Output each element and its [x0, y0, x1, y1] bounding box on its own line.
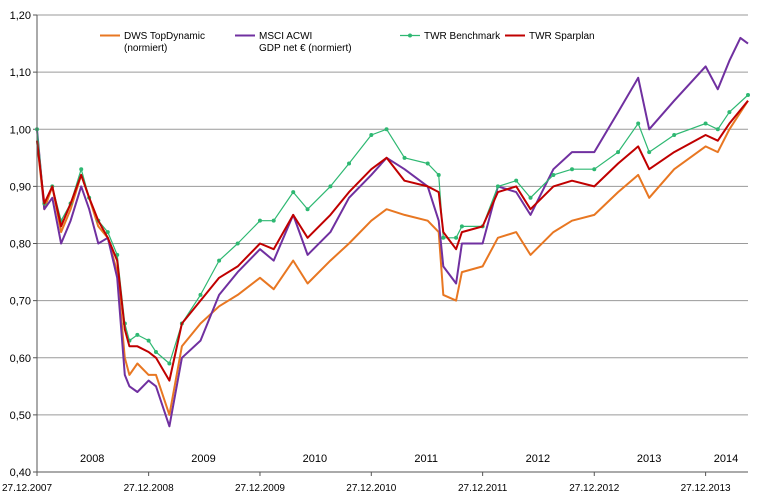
- series-line-1: [36, 36, 749, 428]
- y-tick-label: 1,20: [10, 10, 31, 22]
- series-point: [425, 161, 430, 166]
- legend-marker: [408, 33, 412, 38]
- legend-label: TWR Sparplan: [529, 31, 595, 42]
- series-point: [551, 172, 556, 177]
- series-point: [146, 338, 151, 343]
- year-label: 2010: [303, 453, 327, 465]
- series-point: [305, 207, 310, 212]
- y-tick-label: 0,70: [10, 296, 31, 308]
- series-point: [459, 224, 464, 229]
- series-point: [647, 150, 652, 155]
- y-tick-label: 0,60: [10, 353, 31, 365]
- x-tick-label: 27.12.2009: [235, 483, 285, 494]
- series-point: [328, 184, 333, 189]
- series-point: [514, 178, 519, 183]
- legend-label-line2: GDP net € (normiert): [259, 43, 352, 54]
- axes: [36, 15, 748, 473]
- series-point: [271, 218, 276, 223]
- series-point: [727, 110, 732, 115]
- series-group: [35, 36, 750, 428]
- y-tick-labels: 0,40 0,50 0,60 0,70 0,80 0,90 1,00 1,10 1,20: [10, 10, 31, 479]
- series-point: [636, 121, 641, 126]
- year-labels: 2008 2009 2010 2011 2012 2013 2014: [80, 453, 738, 465]
- series-point: [347, 161, 352, 166]
- series-point: [291, 190, 296, 195]
- y-tick-label: 0,90: [10, 181, 31, 193]
- series-point: [79, 167, 84, 172]
- series-point: [153, 350, 158, 355]
- x-tick-label: 27.12.2008: [124, 483, 174, 494]
- series-point: [672, 132, 677, 137]
- series-point: [592, 167, 597, 172]
- year-label: 2009: [191, 453, 215, 465]
- y-tick-label: 0,80: [10, 239, 31, 251]
- year-label: 2012: [526, 453, 550, 465]
- legend-label-line2: (normiert): [124, 43, 167, 54]
- year-label: 2011: [414, 453, 438, 465]
- series-point: [528, 195, 533, 200]
- x-tick-label: 27.12.2012: [569, 483, 619, 494]
- series-point: [454, 235, 459, 240]
- x-tick-label: 27.12.2007: [2, 483, 52, 494]
- series-point: [441, 235, 446, 240]
- series-point: [570, 167, 575, 172]
- year-label: 2013: [637, 453, 661, 465]
- series-point: [703, 121, 708, 126]
- x-tick-labels: 27.12.2007 27.12.2008 27.12.2009 27.12.2010…: [2, 472, 731, 494]
- legend-label: TWR Benchmark: [424, 31, 501, 42]
- y-tick-label: 1,00: [10, 124, 31, 136]
- legend-label: MSCI ACWI: [259, 31, 312, 42]
- series-point: [167, 361, 172, 366]
- series-point: [616, 150, 621, 155]
- series-point: [217, 258, 222, 263]
- series-point: [105, 230, 110, 235]
- series-point: [436, 172, 441, 177]
- legend-label: DWS TopDynamic: [124, 31, 205, 42]
- series-point: [257, 218, 262, 223]
- series-point: [384, 127, 389, 132]
- x-tick-label: 27.12.2010: [346, 483, 396, 494]
- series-point: [135, 332, 140, 337]
- y-tick-label: 0,40: [10, 467, 31, 479]
- series-point: [402, 155, 407, 160]
- y-tick-label: 0,50: [10, 410, 31, 422]
- series-point: [746, 92, 750, 97]
- series-point: [198, 292, 203, 297]
- x-tick-label: 27.12.2013: [681, 483, 731, 494]
- year-label: 2014: [714, 453, 738, 465]
- series-point: [235, 241, 240, 246]
- y-tick-label: 1,10: [10, 67, 31, 79]
- x-tick-label: 27.12.2011: [458, 483, 508, 494]
- year-label: 2008: [80, 453, 104, 465]
- series-line-3: [36, 100, 749, 382]
- series-point: [715, 127, 720, 132]
- series-point: [369, 132, 374, 137]
- series-point: [495, 184, 500, 189]
